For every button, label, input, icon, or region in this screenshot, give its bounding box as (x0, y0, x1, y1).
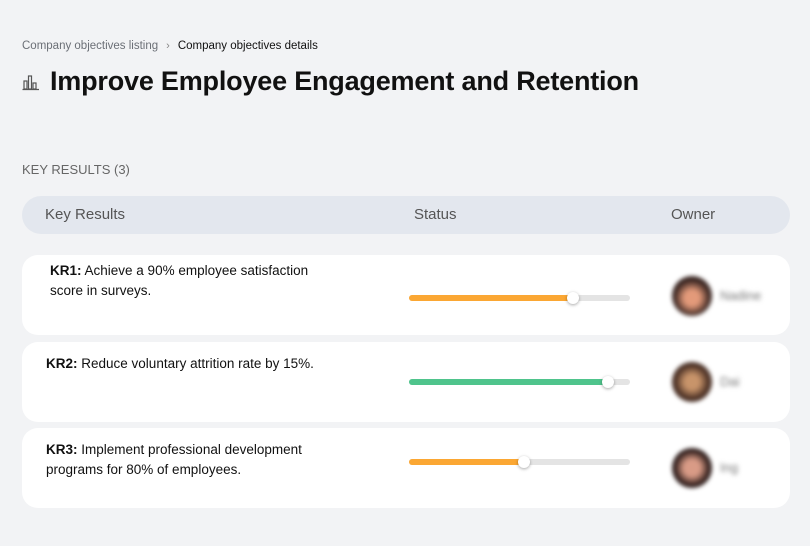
header-key-results: Key Results (45, 206, 126, 223)
key-results-count: KEY RESULTS (3) (22, 162, 130, 177)
progress-fill (409, 379, 608, 385)
owner-name: Nadine (720, 288, 762, 303)
slider-handle[interactable] (566, 292, 579, 304)
owner-name: Ing (720, 460, 739, 475)
table-header: Key Results Status Owner (22, 196, 790, 234)
key-result-text: Reduce voluntary attrition rate by 15%. (77, 356, 314, 371)
key-result-id: KR3: (46, 442, 78, 457)
breadcrumb: Company objectives listing › Company obj… (22, 40, 318, 52)
building-chart-icon (22, 74, 39, 90)
progress-fill (409, 295, 573, 301)
owner-name: Dai (720, 374, 740, 389)
breadcrumb-current: Company objectives details (177, 40, 318, 52)
progress-slider[interactable] (409, 376, 630, 388)
progress-slider[interactable] (409, 456, 630, 468)
owner-avatar (672, 448, 712, 488)
breadcrumb-separator: › (166, 40, 170, 52)
key-result-text: Implement professional development progr… (46, 442, 302, 477)
key-result-description: KR1: Achieve a 90% employee satisfaction… (50, 261, 340, 301)
key-result-description: KR3: Implement professional development … (46, 440, 336, 480)
breadcrumb-parent-link[interactable]: Company objectives listing (22, 40, 159, 52)
owner-avatar (672, 362, 712, 402)
key-result-text: Achieve a 90% employee satisfaction scor… (50, 263, 309, 298)
page-title: Improve Employee Engagement and Retentio… (50, 66, 639, 96)
table-row[interactable]: KR2: Reduce voluntary attrition rate by … (22, 342, 790, 422)
key-result-id: KR1: (50, 263, 82, 278)
header-owner: Owner (671, 206, 716, 223)
header-status: Status (414, 206, 457, 223)
key-result-description: KR2: Reduce voluntary attrition rate by … (46, 354, 336, 374)
key-result-id: KR2: (46, 356, 78, 371)
slider-handle[interactable] (517, 456, 530, 468)
progress-fill (409, 459, 524, 465)
table-row[interactable]: KR3: Implement professional development … (22, 428, 790, 508)
table-row[interactable]: KR1: Achieve a 90% employee satisfaction… (22, 255, 790, 335)
progress-slider[interactable] (409, 292, 630, 304)
slider-handle[interactable] (601, 376, 614, 388)
page-header: Improve Employee Engagement and Retentio… (22, 66, 639, 97)
owner-avatar (672, 276, 712, 316)
